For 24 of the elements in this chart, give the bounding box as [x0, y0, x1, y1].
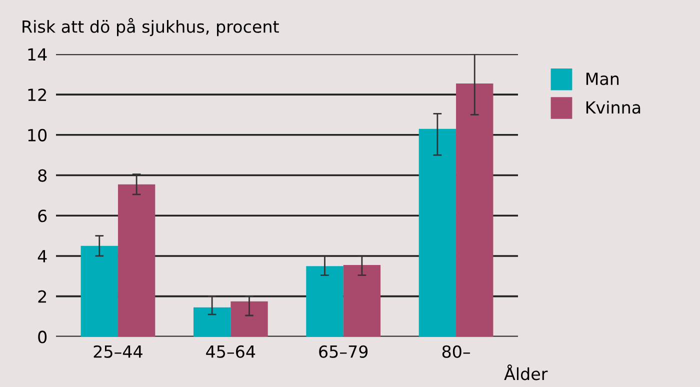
y-tick-label: 4 [38, 250, 47, 262]
y-tick-label: 6 [38, 210, 47, 222]
legend-label: Kvinna [586, 100, 640, 114]
y-tick-label: 0 [38, 330, 47, 344]
bar [80, 246, 118, 337]
y-tick-label: 12 [28, 88, 46, 101]
y-tick-label: 10 [28, 128, 47, 142]
x-tick-label: 45–64 [206, 345, 256, 358]
x-tick-label: 80– [442, 345, 470, 358]
bar [118, 184, 156, 337]
bar [456, 83, 494, 337]
y-tick-label: 14 [28, 48, 47, 61]
x-tick-label: 65–79 [319, 345, 368, 358]
y-tick-label: 8 [38, 169, 47, 182]
legend-label: Man [586, 72, 619, 86]
x-axis-title: Ålder [504, 364, 548, 380]
y-tick-label: 2 [38, 290, 46, 303]
x-tick-label: 25–44 [94, 345, 142, 358]
bar [230, 301, 268, 337]
bar [418, 128, 456, 337]
bar [343, 265, 381, 337]
y-axis-title: Risk att dö på sjukhus, procent [22, 18, 279, 36]
bar [306, 266, 344, 337]
bar [193, 307, 231, 337]
